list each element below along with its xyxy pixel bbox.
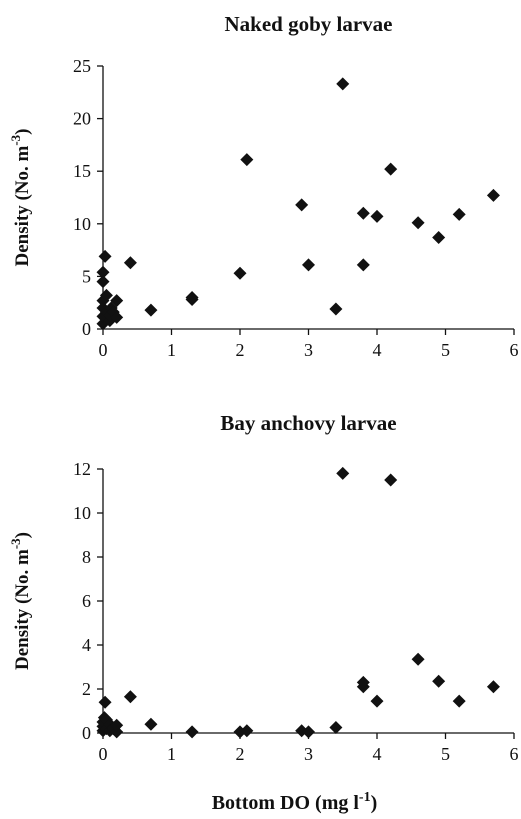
data-point: [336, 77, 350, 91]
data-point: [356, 206, 370, 220]
x-axis-label: Bottom DO (mg l-1): [212, 790, 378, 814]
y-tick-label: 15: [73, 161, 91, 181]
data-point: [98, 249, 112, 263]
data-point: [329, 721, 343, 734]
data-point: [99, 288, 113, 302]
y-tick-label: 10: [73, 503, 91, 523]
data-point: [98, 695, 112, 709]
x-tick-label: 0: [99, 744, 108, 764]
y-tick-label: 0: [82, 319, 91, 339]
y-tick-label: 20: [73, 109, 91, 129]
data-point: [384, 162, 398, 176]
y-axis-label-anchovy: Density (No. m-3): [8, 532, 33, 670]
data-point: [432, 230, 446, 244]
data-point: [302, 725, 315, 739]
y-tick-label: 6: [82, 591, 91, 611]
data-point: [411, 216, 425, 230]
data-point: [411, 652, 425, 666]
x-tick-label: 4: [373, 744, 382, 764]
x-tick-label: 3: [304, 340, 313, 360]
y-tick-label: 4: [82, 635, 91, 655]
x-tick-label: 0: [99, 340, 108, 360]
y-tick-label: 5: [82, 266, 91, 286]
data-point: [370, 694, 384, 708]
data-point: [110, 310, 124, 324]
data-point: [486, 188, 500, 202]
x-tick-label: 6: [510, 340, 519, 360]
data-point: [110, 294, 124, 308]
data-point: [240, 153, 254, 167]
data-point: [384, 473, 398, 487]
x-tick-label: 3: [304, 744, 313, 764]
chart-title-anchovy: Bay anchovy larvae: [220, 411, 396, 435]
data-point: [356, 258, 370, 272]
y-tick-label: 25: [73, 56, 91, 76]
data-point: [329, 302, 343, 316]
chart-title-goby: Naked goby larvae: [225, 12, 393, 36]
data-point: [185, 290, 199, 304]
data-point: [110, 718, 124, 732]
data-point: [233, 266, 247, 280]
x-tick-label: 1: [167, 340, 176, 360]
data-point: [336, 466, 350, 480]
data-point: [486, 680, 500, 694]
data-point: [452, 207, 466, 221]
y-tick-label: 12: [73, 459, 91, 479]
data-point: [123, 690, 137, 704]
x-tick-label: 2: [236, 744, 245, 764]
x-tick-label: 5: [441, 744, 450, 764]
y-tick-label: 0: [82, 723, 91, 743]
x-tick-label: 2: [236, 340, 245, 360]
data-point: [302, 258, 315, 272]
data-point: [185, 725, 199, 739]
data-point: [240, 724, 254, 738]
data-point: [110, 725, 124, 739]
y-axis-label-goby: Density (No. m-3): [8, 128, 33, 266]
y-tick-label: 10: [73, 214, 91, 234]
data-point: [144, 717, 158, 731]
data-point: [452, 694, 466, 708]
x-tick-label: 1: [167, 744, 176, 764]
data-point: [96, 275, 110, 289]
data-point: [370, 209, 384, 223]
x-tick-label: 5: [441, 340, 450, 360]
y-tick-label: 2: [82, 679, 91, 699]
data-point: [144, 303, 158, 317]
x-tick-label: 4: [373, 340, 382, 360]
data-point: [356, 675, 370, 689]
y-tick-label: 8: [82, 547, 91, 567]
chart-goby: Naked goby larvae 0 5 10 15 20 25 0 1 2 3 4 5 6 Densit…: [8, 12, 519, 360]
data-point: [123, 256, 137, 270]
x-tick-label: 6: [510, 744, 519, 764]
data-point: [96, 265, 110, 279]
data-point: [295, 198, 309, 212]
data-point: [432, 674, 446, 688]
